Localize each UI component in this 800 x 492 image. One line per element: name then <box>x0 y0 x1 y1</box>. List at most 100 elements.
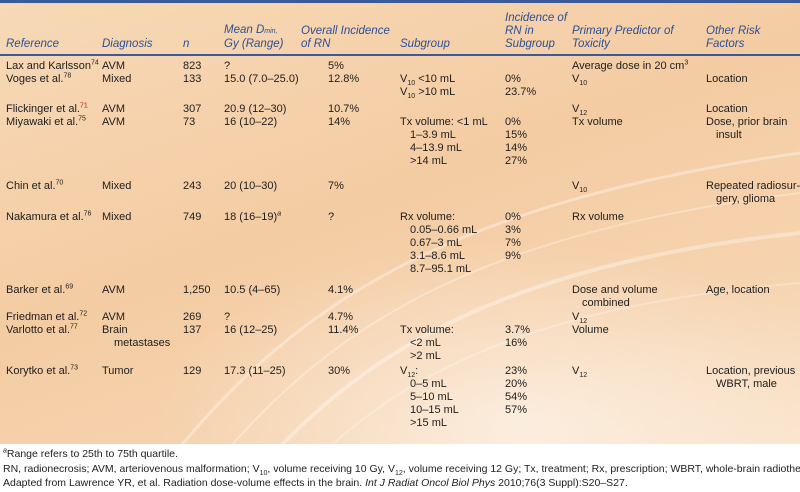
cell-subgroup-incidence: 3% <box>505 224 521 236</box>
cell-overall: 11.4% <box>328 324 359 336</box>
cell-subgroup-incidence: 15% <box>505 129 528 141</box>
cell-n: 73 <box>183 116 196 128</box>
cell-overall: 4.1% <box>328 284 354 296</box>
cell-predictor: Tx volume <box>572 116 623 128</box>
cell-diagnosis: Mixed <box>102 73 132 85</box>
cell-other-risk: Repeated radiosur- <box>706 180 800 192</box>
cell-subgroup: 4–13.9 mL <box>410 142 462 154</box>
cell-subgroup-incidence: 0% <box>505 73 521 85</box>
cell-overall: 12.8% <box>328 73 360 85</box>
cell-n: 129 <box>183 365 202 377</box>
cell-diagnosis: Tumor <box>102 365 134 377</box>
col-header-other-risk: Other Risk Factors <box>706 25 761 50</box>
cell-mean-dmin: ? <box>224 60 231 72</box>
cell-reference: Varlotto et al.77 <box>6 323 78 336</box>
cell-mean-dmin: ? <box>224 311 231 323</box>
cell-subgroup-incidence: 16% <box>505 337 528 349</box>
cell-subgroup-incidence: 7% <box>505 237 521 249</box>
cell-reference: Voges et al.78 <box>6 72 72 85</box>
cell-other-risk: Location <box>706 103 748 115</box>
cell-diagnosis: Mixed <box>102 180 132 192</box>
cell-predictor: Rx volume <box>572 211 624 223</box>
cell-subgroup: V10 <10 mL <box>400 73 456 88</box>
cell-subgroup-incidence: 20% <box>505 378 528 390</box>
cell-reference: Barker et al.69 <box>6 283 74 296</box>
cell-predictor: Dose and volume <box>572 284 658 296</box>
cell-subgroup: 5–10 mL <box>410 391 453 403</box>
cell-diagnosis: Mixed <box>102 211 132 223</box>
cell-predictor: Average dose in 20 cm3 <box>572 59 689 72</box>
cell-subgroup-incidence: 27% <box>505 155 528 167</box>
cell-subgroup-incidence: 54% <box>505 391 528 403</box>
cell-n: 243 <box>183 180 202 192</box>
cell-reference: Miyawaki et al.75 <box>6 115 86 128</box>
cell-overall: 14% <box>328 116 351 128</box>
cell-predictor: V12 <box>572 365 588 380</box>
cell-subgroup: 10–15 mL <box>410 404 459 416</box>
cell-subgroup: >14 mL <box>410 155 447 167</box>
cell-n: 823 <box>183 60 202 72</box>
footnote-abbreviations: RN, radionecrosis; AVM, arteriovenous ma… <box>3 462 800 477</box>
cell-subgroup: V12: <box>400 365 419 380</box>
cell-diagnosis: AVM <box>102 311 126 323</box>
table-footnotes: aRange refers to 25th to 75th quartile. … <box>3 447 800 491</box>
cell-predictor: Volume <box>572 324 609 336</box>
cell-other-risk-cont: WBRT, male <box>716 378 777 390</box>
cell-diagnosis: AVM <box>102 116 126 128</box>
cell-other-risk: Location <box>706 73 748 85</box>
cell-n: 307 <box>183 103 202 115</box>
cell-other-risk: Age, location <box>706 284 770 296</box>
cell-reference: Chin et al.70 <box>6 179 64 192</box>
col-header-n: n <box>183 38 190 50</box>
cell-subgroup: >2 mL <box>410 350 441 362</box>
cell-subgroup: Tx volume: <1 mL <box>400 116 488 128</box>
cell-subgroup: 1–3.9 mL <box>410 129 456 141</box>
cell-mean-dmin: 16 (10–22) <box>224 116 278 128</box>
cell-overall: ? <box>328 211 335 223</box>
col-header-primary-predictor: Primary Predictor of Toxicity <box>572 25 674 50</box>
cell-overall: 7% <box>328 180 344 192</box>
cell-predictor: V12 <box>572 311 588 326</box>
cell-subgroup: 3.1–8.6 mL <box>410 250 466 262</box>
col-header-overall-incidence: Overall Incidence of RN <box>301 25 390 50</box>
cell-subgroup: <2 mL <box>410 337 441 349</box>
cell-overall: 10.7% <box>328 103 360 115</box>
cell-predictor: V10 <box>572 180 588 195</box>
cell-subgroup: Tx volume: <box>400 324 454 336</box>
cell-n: 133 <box>183 73 202 85</box>
cell-reference: Lax and Karlsson74 <box>6 59 99 72</box>
cell-mean-dmin: 17.3 (11–25) <box>224 365 286 377</box>
cell-diagnosis: Brain <box>102 324 128 336</box>
cell-overall: 4.7% <box>328 311 354 323</box>
cell-predictor: V12 <box>572 103 588 118</box>
cell-subgroup: 8.7–95.1 mL <box>410 263 472 275</box>
cell-n: 269 <box>183 311 202 323</box>
cell-mean-dmin: 16 (12–25) <box>224 324 278 336</box>
cell-n: 137 <box>183 324 202 336</box>
col-header-incidence-subgroup: Incidence of RN in Subgroup <box>505 12 568 50</box>
cell-predictor-cont: combined <box>582 297 630 309</box>
cell-subgroup-incidence: 23% <box>505 365 528 377</box>
cell-reference: Korytko et al.73 <box>6 364 78 377</box>
cell-reference: Flickinger et al.71 <box>6 102 88 115</box>
cell-other-risk-cont: insult <box>716 129 742 141</box>
cell-other-risk-cont: gery, glioma <box>716 193 776 205</box>
cell-diagnosis-cont: metastases <box>114 337 171 349</box>
table-panel: Reference Diagnosis n Mean Dmin, Gy (Ran… <box>0 0 800 444</box>
cell-subgroup-incidence: 3.7% <box>505 324 531 336</box>
cell-subgroup: 0–5 mL <box>410 378 447 390</box>
cell-n: 1,250 <box>183 284 211 296</box>
cell-subgroup-incidence: 23.7% <box>505 86 537 98</box>
cell-subgroup-incidence: 0% <box>505 116 521 128</box>
cell-subgroup: Rx volume: <box>400 211 456 223</box>
col-header-mean-dmin: Mean Dmin, Gy (Range) <box>224 24 284 50</box>
cell-predictor: V10 <box>572 73 588 88</box>
footnote-source: Adapted from Lawrence YR, et al. Radiati… <box>3 477 628 489</box>
cell-subgroup: 0.05–0.66 mL <box>410 224 478 236</box>
col-header-diagnosis: Diagnosis <box>102 38 153 50</box>
cell-overall: 30% <box>328 365 351 377</box>
cell-mean-dmin: 15.0 (7.0–25.0) <box>224 73 299 85</box>
col-header-reference: Reference <box>6 38 60 50</box>
footnote-range: aRange refers to 25th to 75th quartile. <box>3 447 178 461</box>
cell-diagnosis: AVM <box>102 60 126 72</box>
